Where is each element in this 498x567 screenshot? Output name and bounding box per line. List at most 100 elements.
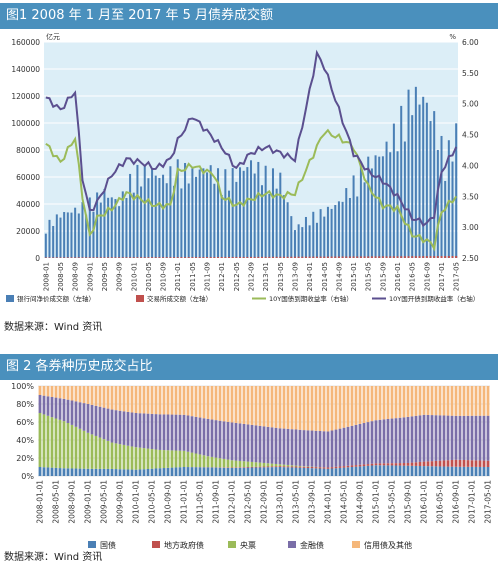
chart2-bar-cb	[194, 453, 198, 468]
chart1-bar-exchange	[88, 257, 91, 258]
chart1-bar-bank	[220, 194, 223, 258]
chart2-bar-local	[346, 465, 350, 468]
chart2-bar-fin	[382, 419, 386, 464]
chart2-bar-gov	[178, 467, 182, 476]
chart2-bar-credit	[214, 386, 218, 421]
chart1-bar-bank	[132, 192, 135, 258]
chart2-bar-gov	[446, 466, 450, 476]
chart1-legend-label: 银行间净价成交额（左轴）	[17, 294, 95, 303]
chart2-bar-credit	[318, 386, 322, 431]
chart2-bar-fin	[82, 403, 86, 431]
chart1-bar-bank	[326, 206, 329, 258]
chart1-bar-exchange	[77, 257, 80, 258]
chart1-x-tick: 2016-05	[409, 262, 417, 291]
chart1-bar-bank	[96, 192, 99, 258]
chart1-bar-exchange	[275, 256, 278, 258]
chart2-bar-credit	[206, 386, 210, 419]
chart2-bar-credit	[202, 386, 206, 419]
chart2-bar-gov	[294, 467, 298, 476]
chart1-x-tick: 2011-01	[174, 262, 182, 291]
chart2-bar-gov	[434, 466, 438, 476]
chart2-bar-fin	[386, 418, 390, 464]
chart2-bar-gov	[382, 465, 386, 476]
chart1-bar-bank	[154, 175, 157, 258]
chart2-bar-credit	[358, 386, 362, 424]
chart2-bar-fin	[278, 428, 282, 465]
chart2-bar-gov	[86, 468, 90, 476]
chart2-bar-fin	[450, 415, 454, 460]
chart1-bar-bank	[403, 141, 406, 258]
chart2-bar-gov	[122, 469, 126, 476]
chart1-bar-bank	[158, 177, 161, 258]
chart2-bar-cb	[254, 462, 258, 467]
chart2-bar-gov	[90, 468, 94, 476]
chart2-bar-credit	[470, 386, 474, 416]
chart1-bar-bank	[297, 224, 300, 258]
chart2-bar-fin	[374, 420, 378, 464]
chart2-x-tick: 2015-05-01	[388, 480, 397, 524]
chart2-bar-gov	[282, 467, 286, 476]
chart2-bar-gov	[402, 465, 406, 476]
chart1-bar-bank	[436, 149, 439, 258]
chart2-bar-credit	[374, 386, 378, 421]
chart2-bar-fin	[214, 420, 218, 458]
chart1-bar-bank	[451, 161, 454, 258]
chart2-bar-credit	[158, 386, 162, 415]
chart2-bar-gov	[106, 468, 110, 476]
chart2-bar-gov	[158, 468, 162, 476]
chart2-bar-credit	[278, 386, 282, 429]
chart1-bar-exchange	[385, 256, 388, 258]
chart2-bar-credit	[462, 386, 466, 416]
chart2-bar-gov	[102, 468, 106, 476]
chart2-bar-credit	[46, 386, 50, 397]
chart2-bar-fin	[130, 412, 134, 447]
chart2-bar-gov	[82, 468, 86, 476]
chart2-bar-gov	[210, 467, 214, 476]
chart1-bar-bank	[103, 188, 106, 258]
chart1-bar-exchange	[151, 257, 154, 258]
chart1-bar-exchange	[187, 257, 190, 258]
chart2-bar-local	[402, 463, 406, 466]
chart2-bar-local	[386, 463, 390, 466]
chart2-bar-credit	[414, 386, 418, 416]
chart1-bar-exchange	[293, 256, 296, 258]
chart2-bar-gov	[182, 467, 186, 476]
chart2-bar-local	[330, 467, 334, 469]
chart2-bar-fin	[46, 396, 50, 416]
chart2-bar-fin	[406, 416, 410, 463]
chart2-y-tick: 100%	[11, 382, 34, 391]
chart2-bar-credit	[182, 386, 186, 415]
chart2-bar-cb	[290, 465, 294, 467]
chart1-bar-exchange	[140, 257, 143, 258]
chart2-x-tick: 2010-09-01	[164, 480, 173, 524]
chart1-bar-bank	[429, 121, 432, 258]
chart1-bar-bank	[143, 164, 146, 258]
chart2-bar-fin	[414, 415, 418, 463]
chart1-panel: 图1 2008 年 1 月至 2017 年 5 月债券成交额 0 20000 400…	[0, 3, 498, 333]
chart2-bar-credit	[458, 386, 462, 416]
chart2-bar-cb	[270, 463, 274, 467]
chart2-bar-gov	[214, 467, 218, 476]
chart2-bar-cb	[70, 424, 74, 469]
chart2-bar-fin	[438, 415, 442, 461]
chart2-bar-credit	[122, 386, 126, 412]
chart2-bar-fin	[398, 417, 402, 464]
chart1-bar-bank	[271, 168, 274, 258]
chart1-bar-bank	[447, 140, 450, 258]
chart2-bar-credit	[310, 386, 314, 431]
chart2-bar-gov	[242, 467, 246, 476]
chart2-bar-gov	[42, 467, 46, 476]
chart1-bar-exchange	[184, 257, 187, 258]
chart1-bar-exchange	[55, 257, 58, 258]
chart2-bar-credit	[466, 386, 470, 416]
chart1-bar-exchange	[297, 256, 300, 258]
chart1-left-tick: 120000	[11, 92, 40, 101]
chart1-bar-exchange	[436, 256, 439, 258]
chart2-bar-fin	[210, 419, 214, 457]
chart2-bar-local	[302, 466, 306, 468]
chart2-bar-gov	[470, 466, 474, 476]
chart2-bar-credit	[398, 386, 402, 418]
chart1-bar-exchange	[374, 256, 377, 258]
chart2-bar-gov	[430, 466, 434, 476]
chart2-svg: 0% 20% 40% 60% 80% 100% 2008-01-01 2008-05-01 20…	[11, 382, 492, 550]
